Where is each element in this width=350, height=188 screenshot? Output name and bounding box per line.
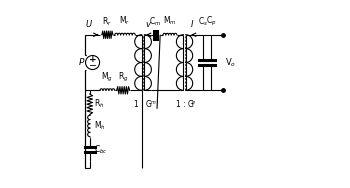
Text: 1 : G: 1 : G: [176, 100, 194, 108]
Text: C$_{bc}$: C$_{bc}$: [94, 143, 107, 156]
Text: R$_r$: R$_r$: [103, 16, 112, 28]
Text: M$_r$: M$_r$: [119, 15, 131, 27]
Text: R$_g$: R$_g$: [118, 71, 128, 84]
Text: R$_h$: R$_h$: [94, 98, 104, 110]
Text: −: −: [89, 61, 97, 71]
Text: v: v: [146, 20, 150, 29]
Text: U: U: [86, 20, 92, 29]
Text: M$_m$: M$_m$: [163, 15, 177, 27]
Text: C$_p$: C$_p$: [206, 15, 216, 28]
Text: $_m$: $_m$: [149, 100, 156, 107]
Text: 1 : G: 1 : G: [134, 100, 152, 108]
Text: $_e$: $_e$: [191, 100, 196, 107]
Text: C$_s$: C$_s$: [198, 15, 208, 28]
Text: M$_g$: M$_g$: [102, 71, 113, 84]
Text: M$_h$: M$_h$: [94, 120, 106, 132]
Text: I: I: [191, 20, 194, 29]
Text: +: +: [89, 55, 96, 64]
Text: C$_m$: C$_m$: [149, 15, 162, 28]
Text: V$_o$: V$_o$: [225, 56, 237, 69]
Text: P: P: [79, 58, 84, 67]
